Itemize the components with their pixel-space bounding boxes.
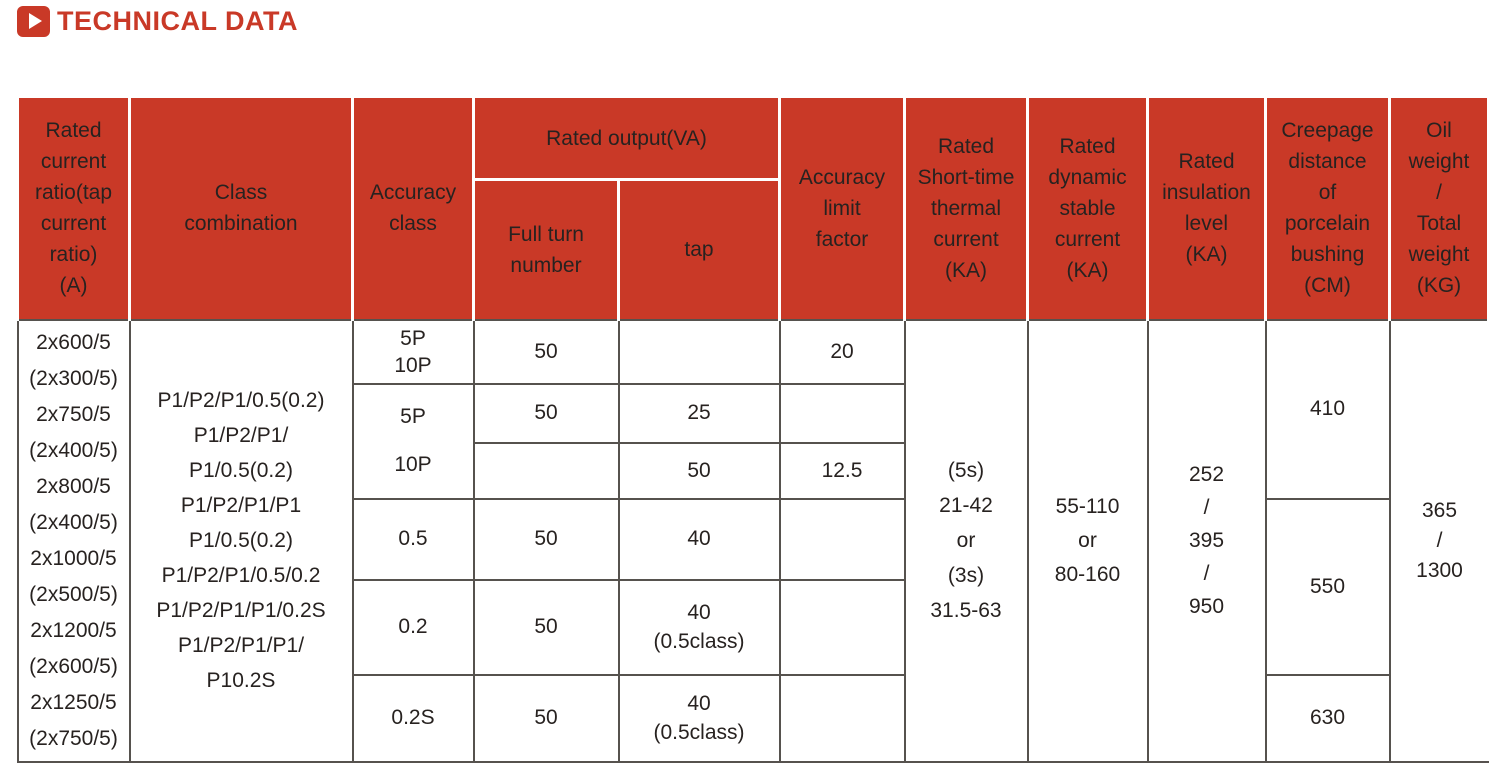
cell-tap-r5: 40 (0.5class) <box>617 578 781 676</box>
cell-creepage-bottom: 630 <box>1264 673 1391 763</box>
header-oil-total-weight: Oil weight / Total weight (KG) <box>1388 95 1490 321</box>
technical-data-table: Rated current ratio(tap current ratio) (… <box>16 95 1490 763</box>
header-short-time-thermal-current: Rated Short-time thermal current (KA) <box>903 95 1029 321</box>
cell-accuracy-class-r5: 0.2 <box>351 578 475 676</box>
cell-full-turn-r1: 50 <box>472 318 620 385</box>
cell-limit-factor-r2 <box>778 382 906 444</box>
cell-tap-r6: 40 (0.5class) <box>617 673 781 763</box>
table-row: 0.2S 50 40 (0.5class) 630 <box>18 673 1489 763</box>
play-icon <box>17 5 50 37</box>
header-row-2: Full turn number tap <box>18 178 1489 321</box>
cell-creepage-top: 410 <box>1264 318 1391 500</box>
cell-tap-r1 <box>617 318 781 385</box>
cell-creepage-middle: 550 <box>1264 497 1391 676</box>
header-rated-current-ratio: Rated current ratio(tap current ratio) (… <box>16 95 131 321</box>
cell-limit-factor-r1: 20 <box>778 318 906 385</box>
cell-insulation-level: 252 / 395 / 950 <box>1146 318 1267 763</box>
cell-dynamic-stable: 55-110 or 80-160 <box>1026 318 1149 763</box>
cell-full-turn-r3 <box>472 441 620 500</box>
cell-limit-factor-r5 <box>778 578 906 676</box>
cell-short-time-thermal: (5s) 21-42 or (3s) 31.5-63 <box>903 318 1029 763</box>
cell-full-turn-r2: 50 <box>472 382 620 444</box>
header-creepage-distance: Creepage distance of porcelain bushing (… <box>1264 95 1391 321</box>
table-row: 5P 10P 50 25 <box>18 382 1489 500</box>
header-full-turn-number: Full turn number <box>472 178 620 321</box>
cell-tap-r4: 40 <box>617 497 781 581</box>
cell-full-turn-r5: 50 <box>472 578 620 676</box>
section-title: TECHNICAL DATA <box>57 5 298 36</box>
header-row-1: Rated current ratio(tap current ratio) (… <box>16 95 1490 321</box>
cell-accuracy-class-r4: 0.5 <box>351 497 475 581</box>
cell-full-turn-r4: 50 <box>472 497 620 581</box>
table-row: 0.5 50 40 550 <box>18 497 1489 676</box>
header-class-combination: Class combination <box>128 95 354 321</box>
cell-accuracy-class-r6: 0.2S <box>351 673 475 763</box>
cell-limit-factor-r4 <box>778 497 906 581</box>
cell-tap-r2: 25 <box>617 382 781 444</box>
cell-limit-factor-r3: 12.5 <box>778 441 906 500</box>
cell-accuracy-class-r1: 5P 10P <box>351 318 475 385</box>
cell-accuracy-class-r2-r3: 5P 10P <box>351 382 475 500</box>
cell-oil-total-weight: 365 / 1300 <box>1388 318 1489 763</box>
cell-limit-factor-r6 <box>778 673 906 763</box>
play-triangle-icon <box>28 13 42 29</box>
header-dynamic-stable-current: Rated dynamic stable current (KA) <box>1026 95 1149 321</box>
table-row: 0.2 50 40 (0.5class) <box>18 578 1489 676</box>
section-header: TECHNICAL DATA <box>17 5 298 37</box>
header-rated-output-group: Rated output(VA) <box>472 95 781 181</box>
table-row: 2x600/5 (2x300/5) 2x750/5 (2x400/5) 2x80… <box>16 318 1489 763</box>
cell-class-combination: P1/P2/P1/0.5(0.2) P1/P2/P1/ P1/0.5(0.2) … <box>128 318 354 763</box>
cell-full-turn-r6: 50 <box>472 673 620 763</box>
header-tap: tap <box>617 178 781 321</box>
header-insulation-level: Rated insulation level (KA) <box>1146 95 1267 321</box>
cell-tap-r3: 50 <box>617 441 781 500</box>
table-row: 50 12.5 <box>18 441 1489 500</box>
cell-rated-current-ratios: 2x600/5 (2x300/5) 2x750/5 (2x400/5) 2x80… <box>16 318 131 763</box>
header-accuracy-limit-factor: Accuracy limit factor <box>778 95 906 321</box>
header-accuracy-class: Accuracy class <box>351 95 475 321</box>
